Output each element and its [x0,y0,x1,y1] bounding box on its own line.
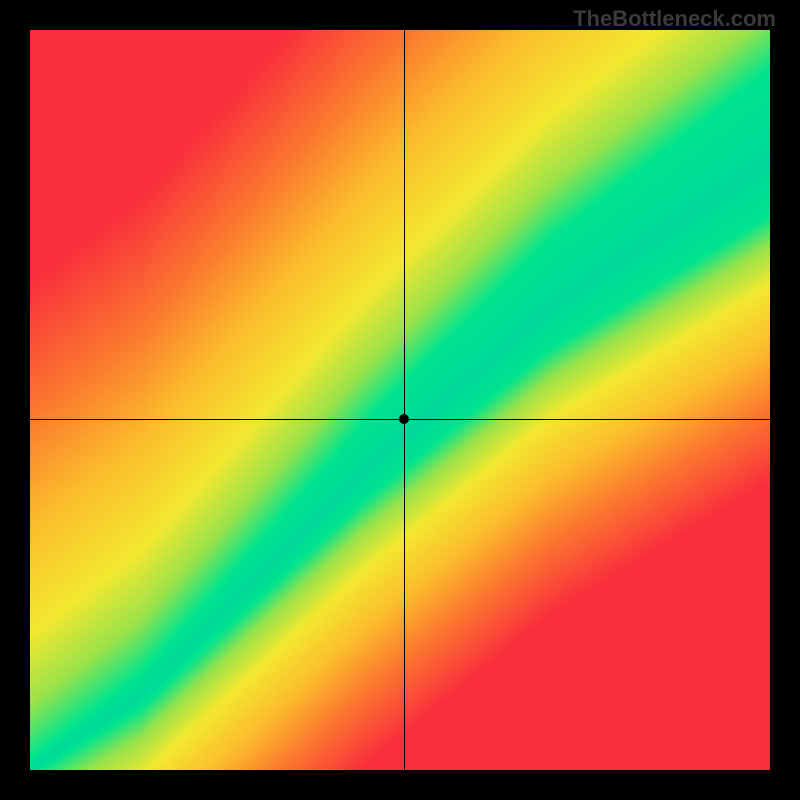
watermark-text: TheBottleneck.com [573,6,776,32]
crosshair-marker [399,414,409,424]
heatmap-canvas [30,30,770,770]
crosshair-vertical [404,30,405,770]
bottleneck-heatmap [30,30,770,770]
